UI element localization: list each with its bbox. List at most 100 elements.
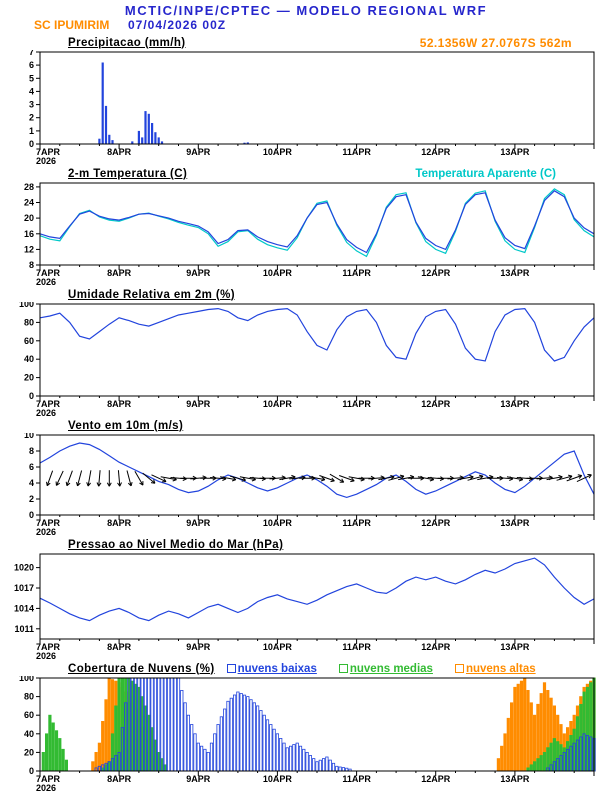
svg-text:11APR: 11APR bbox=[342, 147, 371, 157]
svg-text:40: 40 bbox=[24, 729, 34, 739]
panel-title-row-temperature: 2-m Temperatura (C) Temperatura Aparente… bbox=[0, 166, 612, 181]
high-clouds-swatch-icon bbox=[454, 664, 464, 673]
svg-text:12APR: 12APR bbox=[421, 268, 451, 278]
svg-text:13APR: 13APR bbox=[500, 642, 530, 652]
svg-text:0: 0 bbox=[29, 766, 34, 776]
svg-text:6: 6 bbox=[29, 60, 34, 70]
panel-clouds: Cobertura de Nuvens (%) nuvens baixas nu… bbox=[0, 661, 612, 792]
svg-text:80: 80 bbox=[24, 692, 34, 702]
svg-text:13APR: 13APR bbox=[500, 518, 530, 528]
svg-text:11APR: 11APR bbox=[342, 518, 371, 528]
svg-text:8: 8 bbox=[29, 446, 34, 456]
svg-text:60: 60 bbox=[24, 710, 34, 720]
svg-text:2026: 2026 bbox=[36, 277, 56, 287]
humidity-chart: 0 20 40 60 80 100 7APR 2026 8APR 9APR 10APR 11APR 12… bbox=[0, 302, 612, 418]
legend-label-high-clouds: nuvens altas bbox=[465, 662, 536, 675]
panel-title-row-wind: Vento em 10m (m/s) bbox=[0, 418, 612, 433]
svg-text:8: 8 bbox=[29, 260, 34, 270]
svg-text:7APR: 7APR bbox=[36, 399, 61, 409]
svg-text:0: 0 bbox=[29, 139, 34, 149]
panel-title-row-clouds: Cobertura de Nuvens (%) nuvens baixas nu… bbox=[0, 661, 612, 676]
svg-text:10APR: 10APR bbox=[263, 399, 293, 409]
panel-title-row-precipitation: Precipitacao (mm/h) 52.1356W 27.0767S 56… bbox=[0, 35, 612, 50]
svg-text:1014: 1014 bbox=[14, 603, 34, 613]
svg-text:0: 0 bbox=[29, 391, 34, 401]
panel-temperature: 2-m Temperatura (C) Temperatura Aparente… bbox=[0, 166, 612, 287]
panel-humidity: Umidade Relativa em 2m (%) 0 20 40 60 80 100 7… bbox=[0, 287, 612, 418]
station-label: SC IPUMIRIM bbox=[34, 18, 110, 32]
svg-text:24: 24 bbox=[24, 198, 34, 208]
mid-clouds-swatch-icon bbox=[338, 664, 348, 673]
panel-pressure: Pressao ao Nivel Medio do Mar (hPa) 1011… bbox=[0, 537, 612, 661]
svg-text:9APR: 9APR bbox=[186, 642, 211, 652]
svg-text:7APR: 7APR bbox=[36, 518, 61, 528]
svg-text:11APR: 11APR bbox=[342, 774, 371, 784]
svg-text:2026: 2026 bbox=[36, 651, 56, 661]
panel-title-wind: Vento em 10m (m/s) bbox=[68, 419, 184, 432]
svg-text:20: 20 bbox=[24, 373, 34, 383]
svg-text:6: 6 bbox=[29, 462, 34, 472]
svg-text:1: 1 bbox=[29, 126, 34, 136]
svg-text:28: 28 bbox=[24, 182, 34, 192]
panel-title-clouds: Cobertura de Nuvens (%) bbox=[68, 662, 215, 675]
svg-text:20: 20 bbox=[24, 747, 34, 757]
cloud-legend: nuvens baixas nuvens medias nuvens altas bbox=[226, 662, 536, 675]
svg-text:12APR: 12APR bbox=[421, 774, 451, 784]
svg-text:2026: 2026 bbox=[36, 783, 56, 792]
coords-label: 52.1356W 27.0767S 562m bbox=[419, 35, 572, 50]
svg-text:9APR: 9APR bbox=[186, 147, 211, 157]
legend-label-mid-clouds: nuvens medias bbox=[349, 662, 433, 675]
svg-text:10APR: 10APR bbox=[263, 774, 293, 784]
svg-text:13APR: 13APR bbox=[500, 399, 530, 409]
low-clouds-swatch-icon bbox=[226, 664, 236, 673]
svg-text:100: 100 bbox=[19, 302, 34, 309]
svg-text:8APR: 8APR bbox=[107, 399, 132, 409]
svg-text:2026: 2026 bbox=[36, 527, 56, 537]
svg-text:11APR: 11APR bbox=[342, 642, 371, 652]
svg-text:5: 5 bbox=[29, 73, 34, 83]
panel-title-humidity: Umidade Relativa em 2m (%) bbox=[68, 288, 235, 301]
panel-wind: Vento em 10m (m/s) 0 2 4 6 8 10 7APR 2026 8APR 9A… bbox=[0, 418, 612, 537]
svg-text:8APR: 8APR bbox=[107, 642, 132, 652]
legend-item-high-clouds: nuvens altas bbox=[454, 662, 536, 675]
svg-text:10APR: 10APR bbox=[263, 147, 293, 157]
panel-title-row-pressure: Pressao ao Nivel Medio do Mar (hPa) bbox=[0, 537, 612, 552]
svg-text:8APR: 8APR bbox=[107, 268, 132, 278]
temperature-chart: 8 12 16 20 24 28 7APR 2026 8APR 9APR 10APR 11APR 12A… bbox=[0, 181, 612, 287]
svg-text:11APR: 11APR bbox=[342, 399, 371, 409]
panel-title-precipitation: Precipitacao (mm/h) bbox=[68, 36, 186, 49]
svg-text:1017: 1017 bbox=[14, 583, 34, 593]
svg-text:13APR: 13APR bbox=[500, 774, 530, 784]
svg-text:10: 10 bbox=[24, 433, 34, 440]
svg-text:80: 80 bbox=[24, 317, 34, 327]
svg-text:7APR: 7APR bbox=[36, 642, 61, 652]
precipitation-chart: 0 1 2 3 4 5 6 7 7APR 2026 8APR 9APR 10APR 11APR 12APR 1… bbox=[0, 50, 612, 166]
svg-text:16: 16 bbox=[24, 229, 34, 239]
panel-title-pressure: Pressao ao Nivel Medio do Mar (hPa) bbox=[68, 538, 284, 551]
run-datetime-label: 07/04/2026 00Z bbox=[128, 18, 227, 32]
svg-text:13APR: 13APR bbox=[500, 268, 530, 278]
svg-text:2: 2 bbox=[29, 113, 34, 123]
wind-chart: 0 2 4 6 8 10 7APR 2026 8APR 9APR 10APR 11APR 12APR 13… bbox=[0, 433, 612, 537]
svg-text:8APR: 8APR bbox=[107, 147, 132, 157]
svg-text:9APR: 9APR bbox=[186, 399, 211, 409]
svg-text:9APR: 9APR bbox=[186, 518, 211, 528]
svg-text:12APR: 12APR bbox=[421, 642, 451, 652]
header-row: SC IPUMIRIM 07/04/2026 00Z bbox=[0, 18, 612, 35]
svg-text:8APR: 8APR bbox=[107, 774, 132, 784]
legend-item-mid-clouds: nuvens medias bbox=[338, 662, 433, 675]
svg-text:100: 100 bbox=[19, 676, 34, 683]
svg-text:11APR: 11APR bbox=[342, 268, 371, 278]
panel-title-temperature: 2-m Temperatura (C) bbox=[68, 167, 188, 180]
cloud-cover-chart: 0 20 40 60 80 100 7APR 2026 8APR 9APR 10APR 11APR 12… bbox=[0, 676, 612, 792]
svg-text:2: 2 bbox=[29, 494, 34, 504]
svg-text:9APR: 9APR bbox=[186, 774, 211, 784]
svg-text:2026: 2026 bbox=[36, 156, 56, 166]
svg-text:12: 12 bbox=[24, 244, 34, 254]
